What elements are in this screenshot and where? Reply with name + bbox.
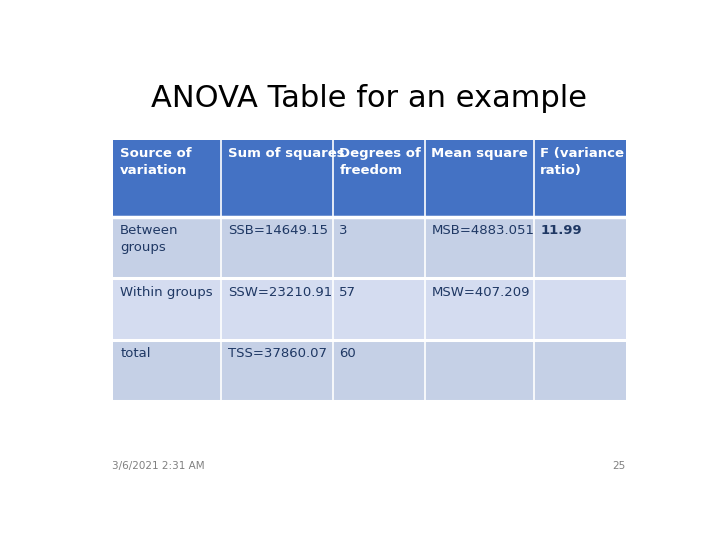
Text: 11.99: 11.99 [540, 224, 582, 237]
Text: 3/6/2021 2:31 AM: 3/6/2021 2:31 AM [112, 462, 205, 471]
Text: Sum of squares: Sum of squares [228, 147, 344, 160]
Text: Mean square: Mean square [431, 147, 528, 160]
Text: F (variance
ratio): F (variance ratio) [540, 147, 624, 177]
Text: SSB=14649.15: SSB=14649.15 [228, 224, 328, 237]
Text: 57: 57 [339, 286, 356, 299]
Text: ANOVA Table for an example: ANOVA Table for an example [151, 84, 587, 112]
Text: Source of
variation: Source of variation [120, 147, 192, 177]
Text: MSW=407.209: MSW=407.209 [431, 286, 530, 299]
Text: Degrees of
freedom: Degrees of freedom [339, 147, 421, 177]
Text: Within groups: Within groups [120, 286, 212, 299]
Text: 60: 60 [339, 347, 356, 360]
Text: 25: 25 [613, 462, 626, 471]
Text: 3: 3 [339, 224, 348, 237]
Text: Between
groups: Between groups [120, 224, 179, 254]
Text: MSB=4883.051: MSB=4883.051 [431, 224, 534, 237]
Text: SSW=23210.91: SSW=23210.91 [228, 286, 332, 299]
Text: TSS=37860.07: TSS=37860.07 [228, 347, 327, 360]
Text: total: total [120, 347, 150, 360]
